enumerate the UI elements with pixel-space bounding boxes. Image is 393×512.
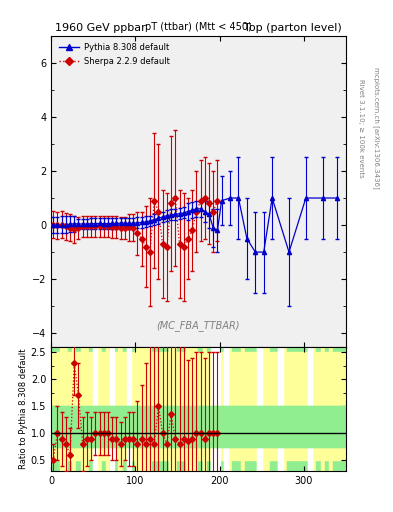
Text: (MC_FBA_TTBAR): (MC_FBA_TTBAR)	[157, 320, 240, 331]
Text: mcplots.cern.ch [arXiv:1306.3436]: mcplots.cern.ch [arXiv:1306.3436]	[373, 67, 380, 189]
Bar	[51, 352, 346, 460]
Text: 1960 GeV ppbar: 1960 GeV ppbar	[55, 23, 146, 33]
Bar	[51, 406, 346, 446]
Title: pT (ttbar) (Mtt < 450): pT (ttbar) (Mtt < 450)	[145, 23, 252, 32]
Bar	[51, 347, 346, 471]
Text: Rivet 3.1.10; ≥ 100k events: Rivet 3.1.10; ≥ 100k events	[358, 79, 364, 177]
Y-axis label: Ratio to Pythia 8.308 default: Ratio to Pythia 8.308 default	[19, 349, 28, 469]
Legend: Pythia 8.308 default, Sherpa 2.2.9 default: Pythia 8.308 default, Sherpa 2.2.9 defau…	[55, 40, 173, 69]
Bar	[51, 406, 346, 446]
Text: Top (parton level): Top (parton level)	[244, 23, 342, 33]
